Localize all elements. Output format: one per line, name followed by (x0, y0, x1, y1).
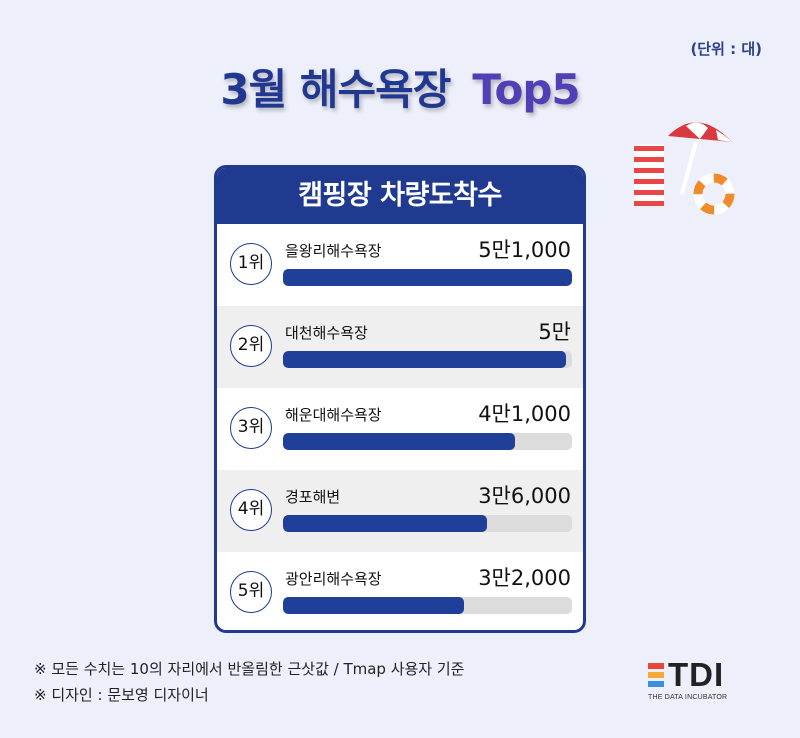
logo-word: TDI (668, 656, 725, 693)
footnote-designer: ※ 디자인 : 문보영 디자이너 (34, 686, 209, 704)
bar-track (283, 433, 572, 450)
bar-track (283, 351, 572, 368)
logo-bar (648, 681, 664, 687)
lifebuoy-icon (693, 173, 735, 215)
data-label: 4만1,000 (478, 402, 571, 426)
data-label: 5만1,000 (478, 238, 571, 262)
page-title: 3월 해수욕장 Top5 (0, 56, 800, 117)
title-main: 3월 해수욕장 (220, 65, 451, 114)
beach-umbrella-icon (668, 122, 732, 195)
beach-name: 경포해변 (285, 488, 341, 506)
rank-badge: 5위 (230, 571, 272, 613)
data-label: 3만6,000 (478, 484, 571, 508)
table-row: 2위 대천해수욕장 5만 (217, 306, 583, 388)
beach-name: 광안리해수욕장 (285, 570, 382, 588)
bar (283, 515, 487, 532)
table-row: 4위 경포해변 3만6,000 (217, 470, 583, 552)
chart-title: 캠핑장 차량도착수 (217, 168, 583, 224)
bar (283, 351, 567, 368)
beach-name: 해운대해수욕장 (285, 406, 382, 424)
table-row: 5위 광안리해수욕장 3만2,000 (217, 552, 583, 630)
unit-label: (단위 : 대) (690, 40, 762, 58)
bar-track (283, 515, 572, 532)
bar-track (283, 597, 572, 614)
bar (283, 433, 516, 450)
logo-bar (648, 672, 664, 678)
footnote-data: ※ 모든 수치는 10의 자리에서 반올림한 근삿값 / Tmap 사용자 기준 (34, 660, 465, 678)
footnotes: ※ 모든 수치는 10의 자리에서 반올림한 근삿값 / Tmap 사용자 기준… (34, 656, 464, 708)
rank-badge: 2위 (230, 325, 272, 367)
beach-towel-icon (633, 143, 665, 207)
title-top5: Top5 (472, 65, 580, 114)
table-row: 1위 을왕리해수욕장 5만1,000 (217, 224, 583, 306)
logo-bar (648, 663, 664, 669)
beach-name: 을왕리해수욕장 (285, 242, 382, 260)
ranking-card: 캠핑장 차량도착수 1위 을왕리해수욕장 5만1,000 2위 대천해수욕장 5만 3위 해운… (214, 165, 586, 633)
bar-track (283, 269, 572, 286)
rank-badge: 4위 (230, 489, 272, 531)
logo-subtitle: THE DATA INCUBATOR (648, 694, 728, 701)
data-label: 5만 (538, 320, 571, 344)
beach-decoration (633, 122, 735, 215)
rank-badge: 3위 (230, 407, 272, 449)
rank-badge: 1위 (230, 243, 272, 285)
bar (283, 597, 465, 614)
logo-bars (648, 663, 664, 687)
bar (283, 269, 572, 286)
tdi-logo: TDI THE DATA INCUBATOR (648, 656, 766, 701)
ranking-list: 1위 을왕리해수욕장 5만1,000 2위 대천해수욕장 5만 3위 해운대해수욕장 4만1,0… (217, 224, 583, 630)
table-row: 3위 해운대해수욕장 4만1,000 (217, 388, 583, 470)
data-label: 3만2,000 (478, 566, 571, 590)
beach-name: 대천해수욕장 (285, 324, 368, 342)
